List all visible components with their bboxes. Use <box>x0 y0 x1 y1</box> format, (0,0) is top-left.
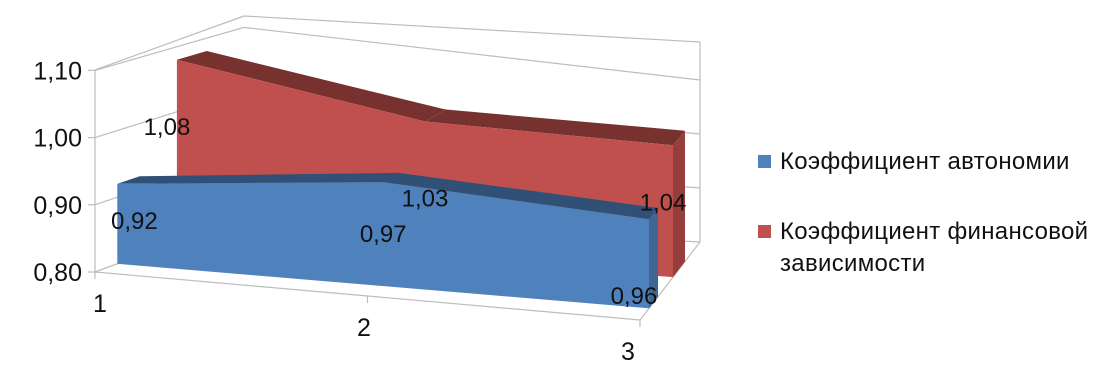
x-axis-labels: 1 2 3 <box>93 272 641 366</box>
legend-item-finance-dependence: Коэффициент финансовой зависимости <box>758 216 1103 280</box>
autonomy-data-label: 0,96 <box>611 283 658 310</box>
floor-right-edge <box>639 241 701 321</box>
data-labels: 0,92 0,97 0,96 1,08 1,03 1,04 <box>111 114 686 310</box>
legend-label-finance-dependence: Коэффициент финансовой зависимости <box>780 218 1089 277</box>
series-autonomy <box>117 172 658 309</box>
series-autonomy-front-face <box>117 182 650 309</box>
legend-item-autonomy: Коэффициент автономии <box>758 146 1103 178</box>
y-tick-label: 0,80 <box>33 259 82 287</box>
gridline <box>94 26 701 81</box>
finance-dependence-data-label: 1,04 <box>640 189 687 216</box>
autonomy-data-label: 0,92 <box>111 208 158 235</box>
autonomy-data-label: 0,97 <box>360 221 407 248</box>
x-tick-label: 1 <box>93 290 107 318</box>
finance-dependence-data-label: 1,03 <box>402 186 449 213</box>
series-autonomy-top-surface <box>117 172 399 184</box>
legend-label-autonomy: Коэффициент автономии <box>780 148 1070 175</box>
legend: Коэффициент автономии Коэффициент финанс… <box>758 146 1103 318</box>
x-tick-label: 3 <box>621 338 635 366</box>
legend-swatch-finance-dependence <box>758 225 771 238</box>
x-tick-label: 2 <box>357 314 371 342</box>
y-tick-label: 1,00 <box>33 125 82 153</box>
finance-dependence-data-label: 1,08 <box>144 114 191 141</box>
series-finance-dependence-top-surface <box>425 109 685 146</box>
back-wall-top <box>243 15 701 43</box>
back-wall-left <box>94 15 245 71</box>
y-axis-ticks: 0,80 0,90 1,00 1,10 <box>33 57 95 287</box>
y-tick-label: 1,10 <box>33 57 82 85</box>
series-finance-dependence-end-cap <box>673 130 685 278</box>
series-autonomy-top-surface <box>383 172 658 220</box>
series-autonomy-end-cap <box>649 208 658 309</box>
series-finance-dependence-top-surface <box>176 51 446 122</box>
y-tick-label: 0,90 <box>33 192 82 220</box>
legend-swatch-autonomy <box>758 155 771 168</box>
